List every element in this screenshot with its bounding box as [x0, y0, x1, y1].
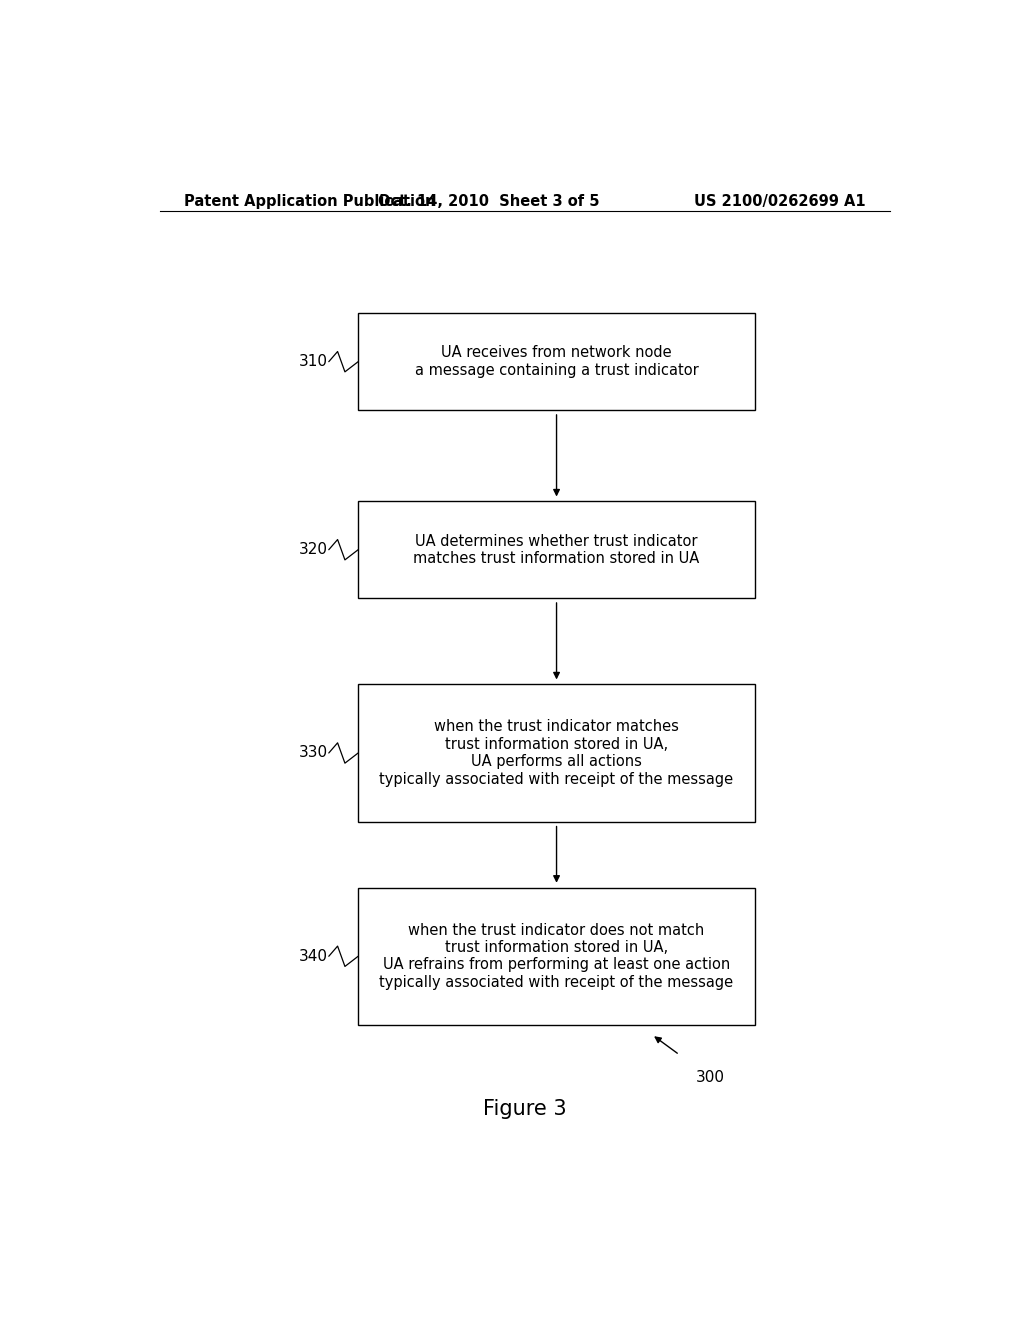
- Text: UA receives from network node
a message containing a trust indicator: UA receives from network node a message …: [415, 346, 698, 378]
- Text: 340: 340: [299, 949, 328, 964]
- Bar: [358, 887, 755, 1024]
- Text: Figure 3: Figure 3: [483, 1098, 566, 1119]
- Text: 310: 310: [299, 354, 328, 370]
- Text: when the trust indicator matches
trust information stored in UA,
UA performs all: when the trust indicator matches trust i…: [380, 719, 733, 787]
- Text: Oct. 14, 2010  Sheet 3 of 5: Oct. 14, 2010 Sheet 3 of 5: [378, 194, 600, 209]
- Bar: [358, 502, 755, 598]
- Text: when the trust indicator does not match
trust information stored in UA,
UA refra: when the trust indicator does not match …: [380, 923, 733, 990]
- Bar: [358, 684, 755, 821]
- Text: US 2100/0262699 A1: US 2100/0262699 A1: [694, 194, 866, 209]
- Text: Patent Application Publication: Patent Application Publication: [183, 194, 435, 209]
- Bar: [358, 313, 755, 411]
- Text: 320: 320: [299, 543, 328, 557]
- Text: 300: 300: [695, 1071, 724, 1085]
- Text: 330: 330: [299, 746, 328, 760]
- Text: UA determines whether trust indicator
matches trust information stored in UA: UA determines whether trust indicator ma…: [414, 533, 699, 566]
